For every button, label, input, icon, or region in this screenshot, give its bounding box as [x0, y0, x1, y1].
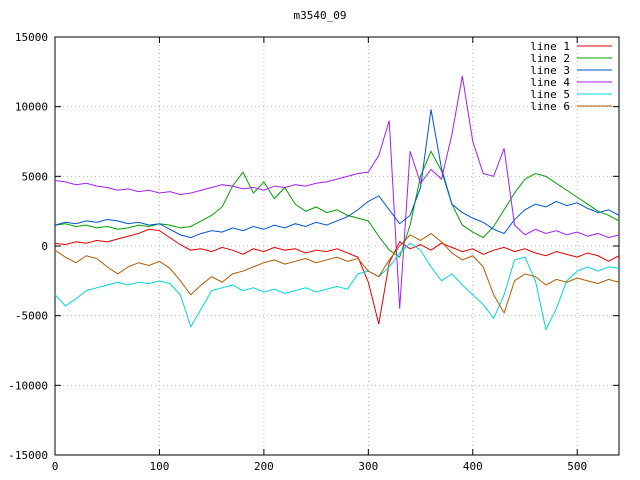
series-line-6	[54, 232, 620, 315]
series-line-5	[54, 242, 620, 332]
x-tick-label: 0	[52, 460, 59, 473]
x-tick-label: 500	[567, 460, 587, 473]
y-tick-label: 15000	[15, 31, 48, 44]
legend-label: line 6	[530, 100, 570, 113]
chart-title: m3540_09	[293, 9, 347, 22]
y-tick-label: 0	[41, 240, 48, 253]
x-tick-label: 400	[463, 460, 483, 473]
legend-label: line 1	[530, 40, 570, 53]
legend-label: line 3	[530, 64, 570, 77]
legend-label: line 2	[530, 52, 570, 65]
x-tick-label: 100	[150, 460, 170, 473]
y-tick-label: -5000	[15, 310, 48, 323]
series-line-1	[54, 228, 620, 325]
legend-label: line 5	[530, 88, 570, 101]
legend-label: line 4	[530, 76, 570, 89]
y-tick-label: 10000	[15, 101, 48, 114]
x-tick-label: 300	[358, 460, 378, 473]
y-tick-label: 5000	[22, 170, 49, 183]
series-line-2	[54, 150, 620, 258]
y-tick-label: -15000	[8, 449, 48, 462]
series-line-3	[54, 109, 620, 239]
series-line-4	[54, 75, 620, 309]
y-tick-label: -10000	[8, 379, 48, 392]
x-tick-label: 200	[254, 460, 274, 473]
